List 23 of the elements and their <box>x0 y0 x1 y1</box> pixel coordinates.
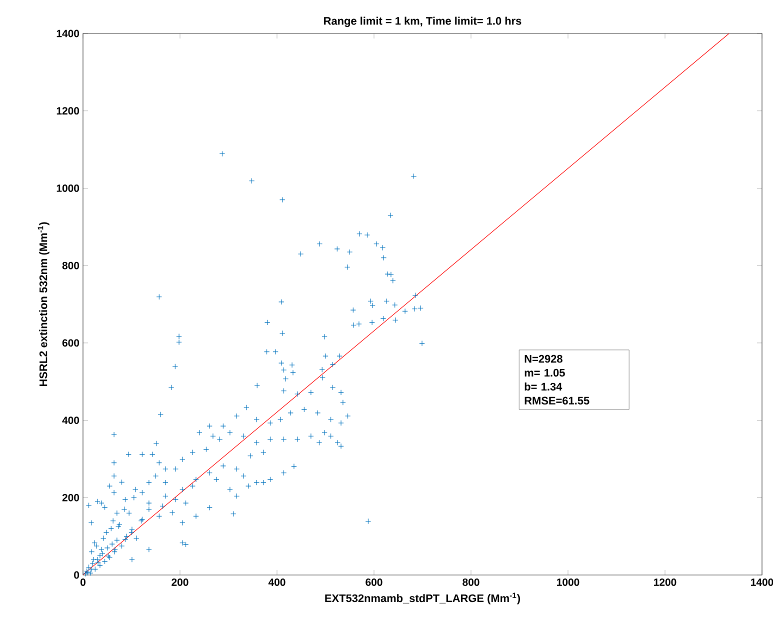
x-tick-label: 1200 <box>654 578 676 586</box>
y-tick-label: 800 <box>62 262 80 270</box>
x-tick-label: 800 <box>462 578 480 586</box>
x-tick-label: 1000 <box>557 578 580 586</box>
y-tick-label: 1200 <box>56 107 80 115</box>
x-tick-label: 0 <box>80 578 86 586</box>
chart-title: Range limit = 1 km, Time limit= 1.0 hrs <box>324 16 522 27</box>
y-tick-label: 200 <box>62 494 80 502</box>
y-tick-label: 0 <box>74 571 80 579</box>
x-tick-label: 1400 <box>751 578 773 586</box>
y-tick-label: 400 <box>62 416 80 424</box>
y-tick-label: 600 <box>62 339 80 347</box>
annotation: b= 1.34 <box>524 382 562 391</box>
y-tick-label: 1400 <box>56 30 80 38</box>
y-tick-label: 1000 <box>56 184 80 192</box>
y-axis-title: HSRL2 extinction 532nm (Mm$^{-1}$) <box>38 222 50 386</box>
annotation: m= 1.05 <box>524 368 565 377</box>
x-tick-label: 400 <box>268 578 286 586</box>
x-tick-label: 200 <box>172 578 188 586</box>
x-axis-title: EXT532nmamb_stdPT_LARGE (Mm$^{-1}$) <box>325 592 520 604</box>
annotation: RMSE=61.55 <box>524 396 590 405</box>
annotation: N=2928 <box>524 354 562 363</box>
x-tick-label: 600 <box>366 578 382 586</box>
